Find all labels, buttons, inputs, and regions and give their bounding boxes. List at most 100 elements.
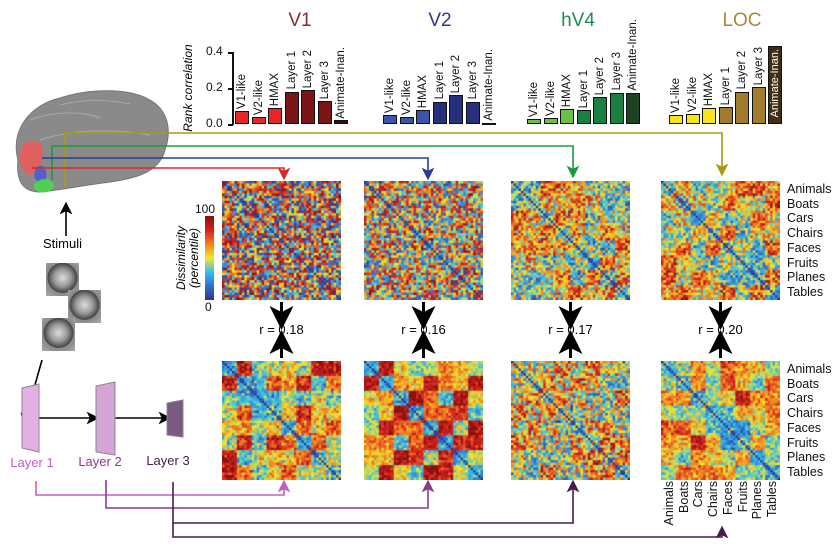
colorbar-max: 100 bbox=[195, 202, 216, 216]
category-label-column: Boats bbox=[676, 481, 691, 513]
stimulus-image-face bbox=[68, 290, 101, 323]
y-axis-label: Rank correlation bbox=[178, 44, 198, 131]
category-label-brain: Tables bbox=[787, 284, 824, 299]
category-label-brain: Chairs bbox=[787, 226, 824, 241]
layer-1-label: Layer 1 bbox=[10, 455, 54, 470]
hv4-region bbox=[34, 179, 54, 193]
bar-v2-3 bbox=[432, 101, 447, 124]
category-label-brain: Cars bbox=[787, 211, 814, 226]
correlation-label-2: r = 0.17 bbox=[548, 322, 593, 337]
category-label-column: Cars bbox=[691, 481, 706, 508]
bar-hv4-0 bbox=[527, 118, 541, 124]
category-label-column: Faces bbox=[720, 481, 735, 516]
category-label-model: Planes bbox=[787, 450, 826, 465]
category-label-model: Faces bbox=[787, 420, 822, 435]
category-label-brain: Faces bbox=[787, 240, 822, 255]
chart-title-v1: V1 bbox=[288, 10, 312, 31]
layer-3-plane bbox=[166, 399, 184, 438]
bar-label: Layer 3 bbox=[752, 46, 765, 86]
y-tick-label: 0.0 bbox=[206, 116, 223, 130]
layer-3-label: Layer 3 bbox=[146, 453, 190, 468]
bar-label: V2-like bbox=[252, 79, 265, 115]
rdm-model-loc bbox=[661, 361, 780, 480]
bar-v2-1 bbox=[399, 117, 414, 124]
bar-hv4-2 bbox=[560, 109, 574, 124]
bar-loc-0 bbox=[669, 115, 683, 124]
bar-v1-2 bbox=[268, 108, 282, 124]
bar-label: Animate-Inan. bbox=[483, 48, 495, 121]
bar-label: Layer 3 bbox=[466, 61, 479, 100]
colorbar bbox=[205, 216, 214, 300]
y-tick-mark bbox=[228, 52, 233, 54]
bar-hv4-3 bbox=[576, 110, 591, 124]
category-label-column: Animals bbox=[662, 481, 676, 526]
bar-label: Layer 1 bbox=[577, 69, 590, 109]
rdm-brain-loc bbox=[661, 181, 780, 300]
colorbar-label-line2: (percentile) bbox=[187, 227, 201, 289]
bar-label: V1-like bbox=[528, 81, 540, 117]
correlation-label-0: r = 0.18 bbox=[259, 322, 304, 337]
layer1-connector bbox=[35, 479, 291, 496]
bar-label: Layer 1 bbox=[719, 66, 732, 106]
hv4-connector bbox=[51, 145, 580, 180]
bar-label: Layer 2 bbox=[450, 54, 462, 94]
chart-title-hv4: hV4 bbox=[561, 10, 595, 31]
category-label-brain: Fruits bbox=[787, 255, 819, 270]
stimulus-image-object bbox=[42, 318, 75, 351]
colorbar-min: 0 bbox=[205, 300, 212, 314]
colorbar-label: Dissimilarity (percentile) bbox=[174, 226, 201, 290]
bar-label: Layer 2 bbox=[736, 51, 748, 90]
layer2-connector bbox=[105, 479, 435, 509]
bar-v1-5 bbox=[317, 100, 332, 124]
bar-hv4-6 bbox=[626, 92, 640, 124]
ylabel-text: Rank correlation bbox=[181, 44, 195, 132]
correlation-label-3: r = 0.20 bbox=[698, 322, 743, 337]
bar-label: HMAX bbox=[703, 72, 715, 106]
bar-v1-1 bbox=[251, 116, 266, 124]
bar-label: HMAX bbox=[417, 75, 429, 109]
category-label-brain: Animals bbox=[787, 182, 832, 196]
category-label-model: Boats bbox=[787, 376, 819, 391]
bar-label: Animate-Inan. bbox=[769, 48, 781, 118]
correlation-label-1: r = 0.16 bbox=[401, 322, 446, 337]
bar-label: Layer 1 bbox=[285, 51, 298, 90]
bar-label: Animate-Inan. bbox=[627, 19, 639, 91]
rdm-brain-v1 bbox=[222, 181, 341, 300]
chart-title-loc: LOC bbox=[722, 10, 762, 31]
bar-label: V2-like bbox=[544, 80, 557, 117]
layer3-connector-hv4 bbox=[172, 479, 580, 524]
brain-image bbox=[15, 90, 169, 193]
bar-v2-6 bbox=[482, 122, 496, 125]
rdm-brain-hv4 bbox=[511, 181, 630, 300]
category-label-model: Animals bbox=[787, 362, 832, 376]
bar-label: HMAX bbox=[561, 73, 573, 108]
bar-v2-5 bbox=[465, 101, 480, 124]
bar-v2-0 bbox=[383, 115, 397, 124]
bar-hv4-4 bbox=[593, 97, 607, 124]
y-tick-label: 0.4 bbox=[206, 44, 223, 58]
loc-connector bbox=[64, 132, 729, 188]
rdm-model-hv4 bbox=[511, 361, 630, 480]
category-label-column: Planes bbox=[750, 481, 765, 520]
bar-label: Layer 3 bbox=[318, 60, 331, 99]
category-label-model: Tables bbox=[787, 464, 824, 479]
bar-v1-0 bbox=[235, 110, 249, 124]
layer-2-plane bbox=[95, 381, 116, 456]
layer3-connector-loc bbox=[172, 523, 729, 539]
bar-label: Layer 2 bbox=[302, 49, 314, 89]
category-label-model: Cars bbox=[787, 391, 814, 406]
bar-v1-6 bbox=[334, 120, 348, 124]
bar-label: HMAX bbox=[269, 73, 281, 107]
bar-hv4-5 bbox=[609, 92, 624, 124]
bar-label: V1-like bbox=[670, 77, 682, 113]
bar-label: Layer 2 bbox=[594, 56, 606, 95]
category-label-model: Chairs bbox=[787, 406, 824, 421]
bar-hv4-1 bbox=[543, 118, 558, 124]
category-label-column: Fruits bbox=[735, 481, 750, 513]
category-label-model: Fruits bbox=[787, 435, 819, 450]
bar-v1-4 bbox=[301, 90, 315, 124]
v1-connector bbox=[32, 167, 291, 181]
bar-label: V2-like bbox=[686, 77, 699, 113]
v1-region bbox=[19, 140, 43, 175]
bar-label: V1-like bbox=[384, 77, 396, 113]
